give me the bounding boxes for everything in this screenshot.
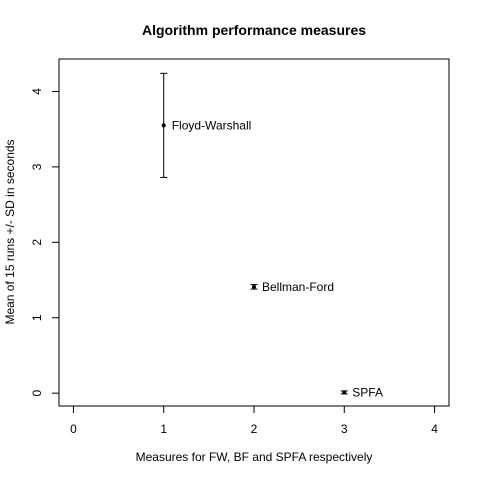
x-axis: 0 1 2 3 4 [70,406,438,436]
plot-frame [59,59,449,406]
y-tick-label: 1 [30,314,44,321]
data-point-group: Bellman-Ford [251,280,335,294]
x-axis-label: Measures for FW, BF and SPFA respectivel… [136,450,373,464]
x-tick-label: 0 [70,422,77,436]
y-tick-label: 4 [30,88,44,95]
data-point [252,285,256,289]
x-tick-label: 2 [251,422,258,436]
x-tick-label: 4 [431,422,438,436]
y-tick-label: 2 [30,239,44,246]
y-axis: 0 1 2 3 4 [30,88,59,397]
y-axis-label: Mean of 15 runs +/- SD in seconds [3,139,17,324]
data-point [162,123,166,127]
x-tick-label: 3 [341,422,348,436]
y-tick-label: 3 [30,163,44,170]
data-point [342,390,346,394]
chart-title: Algorithm performance measures [142,22,366,38]
data-point-label: Floyd-Warshall [172,118,252,132]
data-point-group: SPFA [341,385,383,399]
x-tick-label: 1 [160,422,167,436]
data-points: Floyd-Warshall Bellman-Ford SPFA [160,73,383,399]
data-point-group: Floyd-Warshall [160,73,251,177]
data-point-label: SPFA [352,385,383,399]
data-point-label: Bellman-Ford [262,280,334,294]
y-tick-label: 0 [30,390,44,397]
